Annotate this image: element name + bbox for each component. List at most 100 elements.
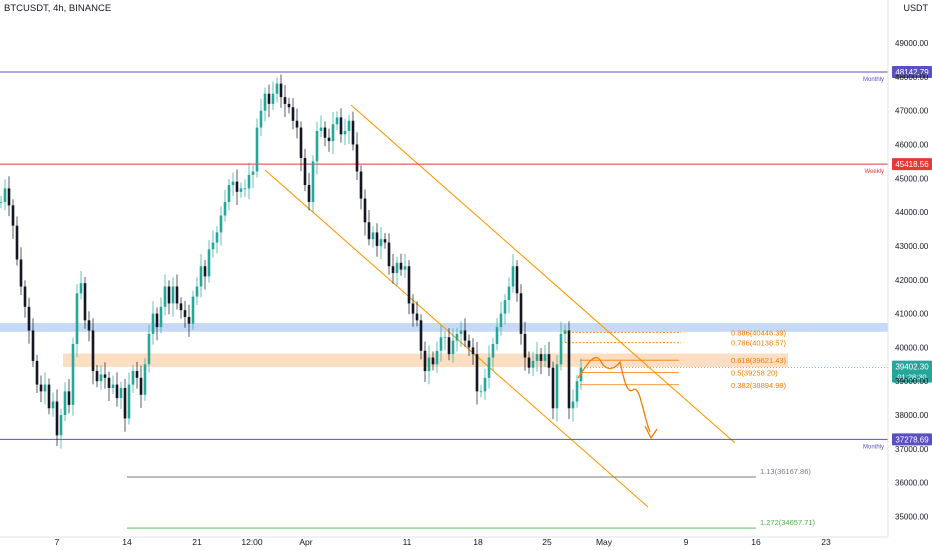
candle-body [339,117,343,135]
x-tick-label: 25 [542,537,552,547]
candle-body [403,266,407,270]
y-tick-label: 38000.00 [895,411,929,420]
candle-body [219,215,223,233]
candle-body [391,266,395,273]
candle-body [223,201,227,216]
candle-body [475,354,479,392]
candle-body [535,354,539,361]
candle-body [419,320,423,351]
level-note: Weekly [864,169,884,175]
candle-body [347,120,351,131]
candle-body [371,232,375,240]
candle-body [91,330,95,372]
symbol-title[interactable]: BTCUSDT, 4h, BINANCE [4,3,112,14]
candle-body [511,266,515,287]
y-tick-label: 43000.00 [895,242,929,251]
candle-body [83,283,87,321]
candle-body [243,188,247,190]
candle-body [59,415,63,436]
candle-body [279,83,283,98]
candle-body [479,391,483,393]
x-tick-label: 11 [403,537,412,547]
fib-label: 0.382(38894.98) [731,381,787,390]
x-tick-label: 23 [821,537,831,547]
x-tick-label: May [596,537,613,547]
candle-body [375,232,379,246]
candle-body [267,93,271,104]
candle-body [319,127,323,131]
candle-body [307,185,311,202]
candle-body [407,266,411,304]
candle-body [51,401,55,409]
extension-label: 1.272(34657.71) [760,518,816,527]
countdown-label: 01:28:30 [897,373,926,382]
candle-body [239,188,243,192]
projection-path [577,357,651,433]
candle-body [515,266,519,294]
candle-body [19,259,23,287]
candle-body [151,313,155,334]
candle-body [31,330,35,361]
current-price-tag [892,360,932,383]
candle-body [203,266,207,277]
candle-body [459,330,463,334]
candle-body [299,127,303,158]
fib-label: 0.886(40446.39) [731,328,787,337]
candle-body [247,174,251,189]
y-tick-label: 45000.00 [895,174,929,183]
candle-body [435,350,439,365]
candle-body [127,384,131,419]
candle-body [275,83,279,94]
currency-label[interactable]: USDT [903,3,929,13]
candle-body [563,330,567,334]
candle-body [155,313,159,328]
candle-body [179,303,183,311]
channel-upper-line [350,104,736,444]
candle-body [295,120,299,128]
y-tick-label: 35000.00 [895,513,929,522]
y-tick-label: 44000.00 [895,208,929,217]
candle-body [303,157,307,186]
candle-body [135,371,139,378]
x-tick-label: 16 [751,537,761,547]
candle-body [539,354,543,361]
candle-body [47,384,51,409]
candle-body [519,293,523,334]
candle-body [363,198,367,223]
candle-body [547,354,551,368]
candle-body [367,222,371,240]
candle-body [507,286,511,301]
candle-body [263,93,267,111]
candle-body [207,249,211,277]
x-tick-label: Apr [299,537,312,547]
x-tick-label: 21 [192,537,202,547]
candle-body [43,384,47,392]
candle-body [251,171,255,175]
candle-body [283,97,287,104]
candle-body [503,300,507,314]
candle-body [331,124,335,142]
candle-body [451,340,455,355]
candle-body [55,401,59,436]
candle-body [291,107,295,121]
candle-body [175,286,179,304]
projection-arrow [577,357,658,440]
fib-label: 0.786(40138.57) [731,339,787,348]
candle-body [111,384,115,388]
candle-body [75,293,79,345]
fib-label: 0.618(39621.43) [731,356,787,365]
x-tick-label: 12:00 [241,537,263,547]
candle-body [63,391,67,416]
fib-label: 0.5(39258.20) [731,368,778,377]
candle-body [287,103,291,108]
x-tick-label: 7 [55,537,60,547]
candle-body [255,127,259,172]
candle-body [143,364,147,395]
candle-body [123,387,127,419]
candle-body [167,286,171,304]
y-tick-label: 47000.00 [895,107,929,116]
candle-body [311,161,315,202]
candle-body [187,316,191,324]
candle-body [387,242,391,267]
